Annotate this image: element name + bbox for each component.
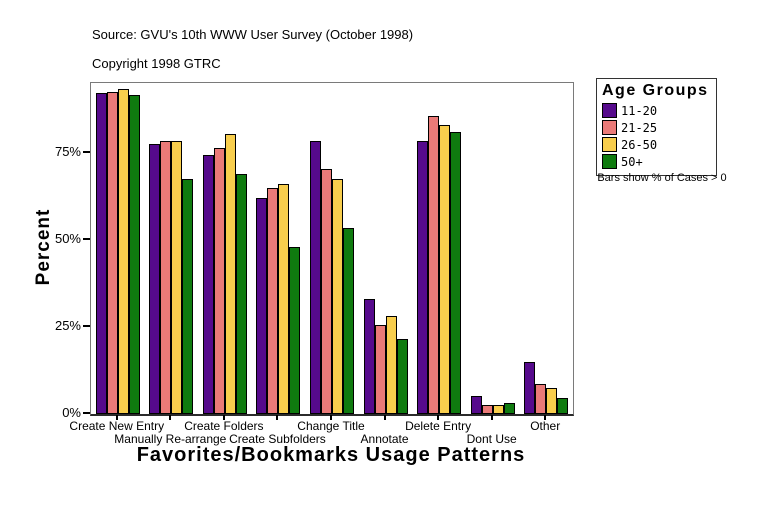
bar-26-50-manually-re-arrange	[171, 141, 183, 414]
x-category-label: Change Title	[297, 419, 365, 433]
bar-21-25-create-subfolders	[267, 188, 279, 414]
bar-11-20-create-subfolders	[256, 198, 268, 414]
legend-item: 50+	[602, 153, 711, 170]
x-category-label: Other	[530, 419, 561, 433]
bar-21-25-change-title	[321, 169, 332, 414]
bar-11-20-other	[524, 362, 536, 414]
bar-21-25-dont-use	[481, 405, 493, 414]
bar-26-50-create-subfolders	[278, 184, 290, 414]
legend-swatch-21-25	[602, 120, 617, 135]
bar-group-9	[523, 83, 569, 414]
legend-item: 26-50	[602, 136, 711, 153]
x-category-label: Create Folders	[184, 419, 264, 433]
y-tick-mark	[83, 151, 90, 153]
bar-26-50-change-title	[332, 179, 343, 414]
bar-11-20-manually-re-arrange	[149, 144, 161, 414]
bar-11-20-change-title	[310, 141, 321, 414]
bar-21-25-annotate	[374, 325, 386, 414]
bar-21-25-delete-entry	[428, 116, 440, 414]
legend-note: Bars show % of Cases > 0	[597, 172, 727, 184]
legend-swatch-11-20	[602, 103, 617, 118]
x-category-label: Create New Entry	[69, 419, 165, 433]
x-category-label: Dont Use	[466, 432, 517, 446]
x-tick-mark	[115, 415, 118, 420]
x-tick-mark	[437, 415, 440, 420]
bar-50+-other	[557, 398, 569, 414]
x-tick-mark	[169, 415, 172, 420]
legend-swatch-26-50	[602, 137, 617, 152]
bar-26-50-other	[546, 388, 558, 414]
legend-label: 21-25	[621, 120, 658, 135]
bar-group-2	[148, 83, 194, 414]
bar-50+-dont-use	[503, 403, 515, 414]
bar-11-20-create-folders	[202, 155, 214, 414]
bar-50+-delete-entry	[450, 132, 462, 414]
legend-label: 50+	[621, 154, 643, 169]
y-axis-title: Percent	[33, 208, 54, 286]
x-tick-mark	[490, 415, 493, 420]
legend-item: 11-20	[602, 102, 711, 119]
bar-21-25-create-folders	[213, 148, 225, 414]
legend-label: 26-50	[621, 137, 658, 152]
x-category-label: Annotate	[360, 432, 409, 446]
x-category-label: Manually Re-arrange	[114, 432, 227, 446]
bar-group-1	[95, 83, 141, 414]
bar-group-4	[255, 83, 301, 414]
source-caption: Source: GVU's 10th WWW User Survey (Octo…	[92, 27, 414, 42]
y-tick-label: 50%	[54, 231, 81, 246]
copyright-caption: Copyright 1998 GTRC	[92, 56, 221, 71]
y-tick-mark	[83, 325, 90, 327]
bar-group-7	[416, 83, 462, 414]
bar-50+-create-folders	[235, 174, 247, 414]
bar-50+-manually-re-arrange	[182, 179, 194, 414]
bar-11-20-annotate	[363, 299, 375, 414]
bar-group-8	[470, 83, 516, 414]
bar-50+-create-subfolders	[289, 247, 301, 414]
bar-21-25-create-new-entry	[106, 92, 118, 414]
bar-26-50-create-folders	[224, 134, 236, 414]
y-tick-mark	[83, 238, 90, 240]
x-category-label: Delete Entry	[405, 419, 472, 433]
plot-area	[90, 82, 574, 416]
bar-26-50-dont-use	[492, 405, 504, 414]
bar-group-6	[363, 83, 409, 414]
y-tick-label: 25%	[54, 318, 81, 333]
x-tick-mark	[544, 415, 547, 420]
bar-50+-change-title	[343, 228, 354, 414]
bar-21-25-manually-re-arrange	[160, 141, 172, 414]
x-category-label: Create Subfolders	[229, 432, 326, 446]
bar-50+-annotate	[396, 339, 408, 414]
legend: Age Groups 11-20 21-25 26-50 50+	[596, 78, 717, 176]
bar-11-20-delete-entry	[417, 141, 429, 414]
y-tick-mark	[83, 412, 90, 414]
bar-26-50-create-new-entry	[117, 89, 129, 414]
bar-group-5	[309, 83, 355, 414]
x-tick-mark	[330, 415, 332, 420]
x-tick-mark	[222, 415, 225, 420]
x-axis-title: Favorites/Bookmarks Usage Patterns	[136, 444, 526, 466]
bar-50+-create-new-entry	[128, 95, 140, 414]
legend-items: 11-20 21-25 26-50 50+	[602, 102, 711, 170]
legend-swatch-50-	[602, 154, 617, 169]
bar-21-25-other	[535, 384, 547, 414]
bar-11-20-dont-use	[470, 396, 482, 414]
y-tick-label: 0%	[62, 405, 81, 420]
x-tick-mark	[276, 415, 279, 420]
legend-item: 21-25	[602, 119, 711, 136]
x-tick-mark	[383, 415, 386, 420]
legend-title: Age Groups	[602, 82, 709, 99]
y-tick-label: 75%	[54, 144, 81, 159]
bar-group-3	[202, 83, 248, 414]
bar-11-20-create-new-entry	[95, 93, 107, 414]
bar-26-50-delete-entry	[439, 125, 451, 414]
legend-label: 11-20	[621, 103, 658, 118]
bar-26-50-annotate	[385, 316, 397, 414]
